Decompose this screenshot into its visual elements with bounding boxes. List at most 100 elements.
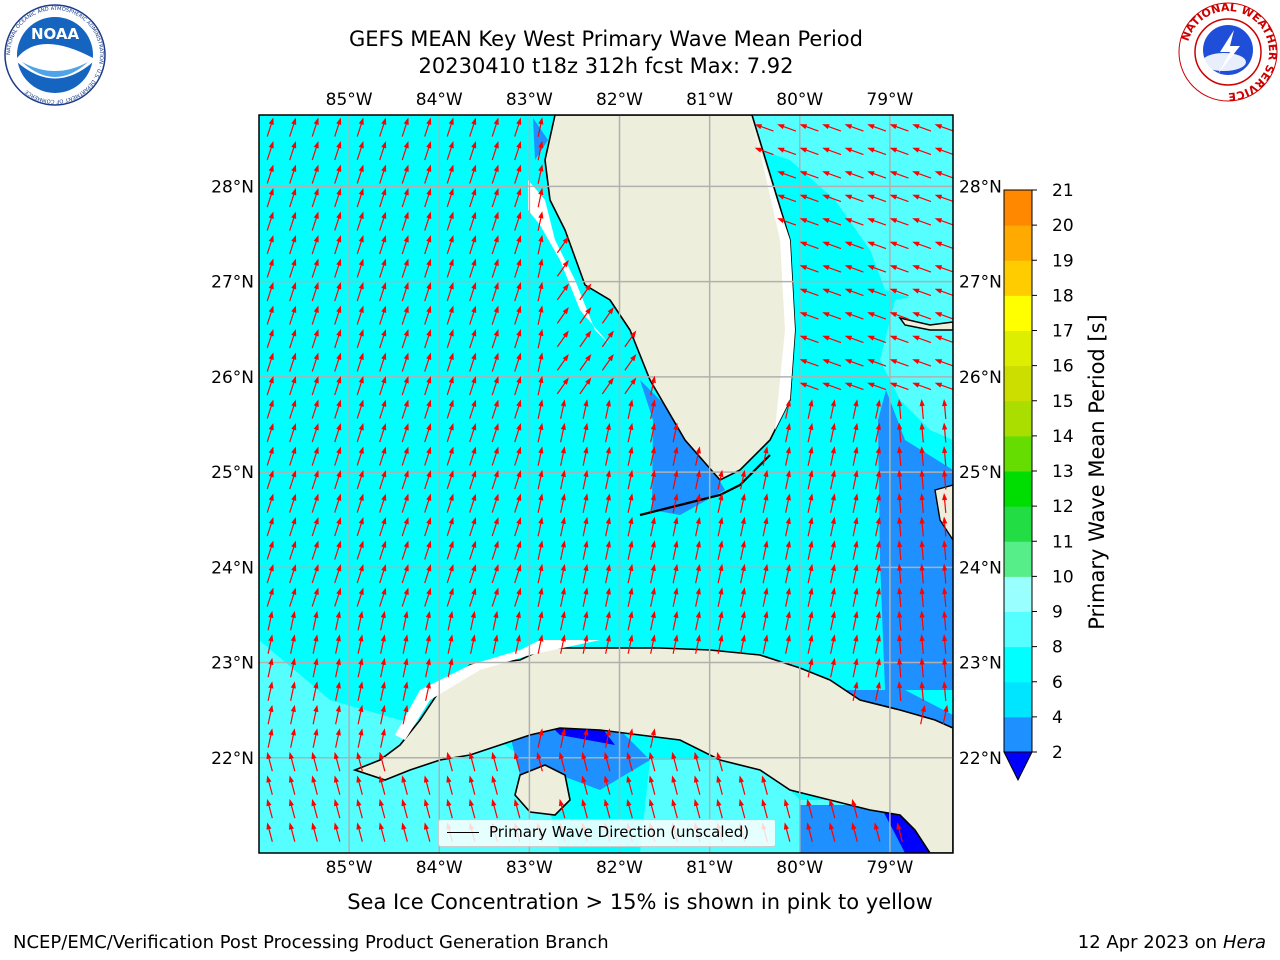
wave-direction-arrowhead [583,446,589,454]
colorbar: 2 4 6 8 9 10 11 12 13 14 15 16 17 18 19 20 21 [1003,181,1074,782]
wave-direction-arrowhead [268,235,274,243]
wave-direction-arrowhead [650,563,656,572]
wave-direction-arrowhead [853,399,859,407]
wave-direction-arrowhead [493,117,499,125]
wave-direction-arrowhead [403,470,409,478]
wave-direction-arrowhead [381,329,387,337]
wave-direction-arrowhead [889,382,898,388]
wave-direction-arrowhead [426,258,432,266]
wave-direction-arrowhead [380,728,386,736]
wave-direction-arrowhead [471,141,477,149]
wave-direction-arrowhead [448,399,454,407]
wave-direction-arrowhead [942,610,948,618]
wave-direction-arrowhead [448,282,454,290]
wave-direction-arrowhead [867,171,875,177]
wave-direction-arrowhead [934,265,943,271]
wave-direction-arrowhead [822,147,830,153]
wave-direction-arrowhead [560,399,566,407]
wave-direction-arrowhead [808,563,814,572]
wave-direction-arrowhead [516,493,522,501]
nws-logo-icon: NATIONAL WEATHER SERVICE [1178,1,1279,103]
wave-direction-arrowhead [808,516,814,525]
wave-direction-arrowhead [335,681,341,689]
wave-direction-arrowhead [942,516,948,524]
wave-direction-arrowhead [648,751,654,760]
wave-direction-arrowhead [799,288,808,294]
wave-direction-arrowhead [538,352,544,360]
wave-direction-arrowhead [471,305,477,313]
wave-direction-arrowhead [650,610,656,619]
wave-direction-arrowhead [516,188,522,196]
wave-direction-arrowhead [560,587,566,595]
colorbar-segment [1004,471,1032,507]
wave-direction-arrowhead [448,141,454,149]
wave-direction-arrowhead [830,587,836,595]
wave-direction-arrowhead [650,446,656,454]
wave-direction-arrowhead [336,587,342,595]
wave-direction-arrowhead [358,517,364,525]
colorbar-segment [1004,260,1032,296]
wave-direction-arrowhead [650,469,656,478]
wave-direction-arrowhead [336,188,342,196]
wave-direction-arrowhead [919,493,925,501]
wave-direction-arrowhead [403,657,409,666]
wave-direction-arrowhead [380,634,386,642]
wave-direction-arrowhead [358,352,364,360]
wave-direction-arrowhead [897,657,903,665]
wave-direction-arrowhead [426,211,432,219]
wave-direction-arrowhead [897,634,903,642]
wave-direction-arrowhead [853,610,859,619]
wave-direction-arrowhead [763,469,769,478]
wave-direction-arrowhead [336,235,342,243]
wave-direction-arrowhead [673,446,679,454]
wave-direction-arrowhead [403,681,409,689]
wave-direction-arrowhead [290,728,296,736]
wave-direction-arrowhead [875,634,881,642]
wave-direction-arrowhead [471,564,477,572]
wave-direction-arrowhead [358,164,364,172]
lon-label-top: 85°W [326,90,373,110]
wave-direction-arrowhead [934,288,943,294]
wave-direction-arrowhead [875,610,881,619]
wave-direction-arrowhead [603,775,609,783]
wave-direction-arrowhead [358,117,364,125]
lon-label-bottom: 80°W [776,858,823,878]
wave-direction-arrowhead [867,218,875,224]
wave-direction-arrowhead [381,540,387,548]
wave-direction-arrowhead [562,236,569,244]
wave-direction-arrowhead [493,634,499,642]
colorbar-tick-label: 10 [1052,567,1074,587]
wave-direction-arrowhead [806,822,812,830]
lat-label-right: 24°N [959,558,1002,578]
wave-direction-arrowhead [695,446,701,454]
wave-direction-arrowhead [844,171,853,177]
wave-direction-arrowhead [754,124,763,130]
wave-direction-arrowhead [403,423,409,431]
wave-direction-arrowhead [822,335,830,341]
lon-label-bottom: 84°W [416,858,463,878]
wave-direction-arrowhead [468,798,474,807]
colorbar-tick-label: 12 [1052,497,1074,517]
wave-direction-arrowhead [650,587,656,595]
wave-direction-arrowhead [799,265,808,271]
wave-direction-arrowhead [288,798,294,807]
wave-direction-arrowhead [268,423,274,431]
wave-direction-arrowhead [777,124,785,130]
wave-direction-arrowhead [403,446,409,454]
wave-direction-arrowhead [822,124,830,130]
wave-direction-arrowhead [808,540,814,548]
wave-direction-arrowhead [515,610,521,619]
legend-label: Primary Wave Direction (unscaled) [489,823,750,841]
wave-direction-arrowhead [426,117,432,125]
wave-direction-arrowhead [516,211,522,219]
wave-direction-arrowhead [560,493,566,501]
wave-direction-arrowhead [538,610,544,619]
colorbar-extend-triangle [1003,751,1033,782]
wave-direction-arrowhead [268,564,274,572]
wave-direction-arrowhead [844,312,853,318]
wave-direction-arrowhead [799,218,808,224]
wave-direction-arrowhead [291,258,297,266]
wave-direction-arrowhead [448,564,454,572]
wave-direction-arrowhead [446,775,452,783]
wave-direction-arrowhead [313,634,319,642]
